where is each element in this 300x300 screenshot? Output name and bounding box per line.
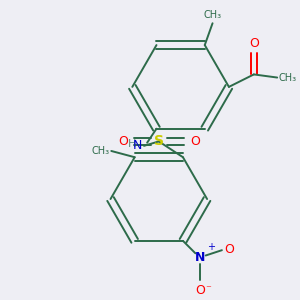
Text: O: O: [249, 37, 259, 50]
Text: ⁻: ⁻: [206, 284, 211, 295]
Text: CH₃: CH₃: [203, 10, 222, 20]
Text: O: O: [195, 284, 205, 298]
Text: N: N: [195, 251, 205, 265]
Text: N: N: [133, 139, 142, 152]
Text: H: H: [128, 139, 136, 149]
Text: O: O: [224, 243, 234, 256]
Text: O: O: [190, 135, 200, 148]
Text: CH₃: CH₃: [279, 73, 297, 82]
Text: +: +: [207, 242, 215, 252]
Text: S: S: [154, 134, 164, 148]
Text: O: O: [118, 135, 128, 148]
Text: CH₃: CH₃: [92, 146, 110, 156]
